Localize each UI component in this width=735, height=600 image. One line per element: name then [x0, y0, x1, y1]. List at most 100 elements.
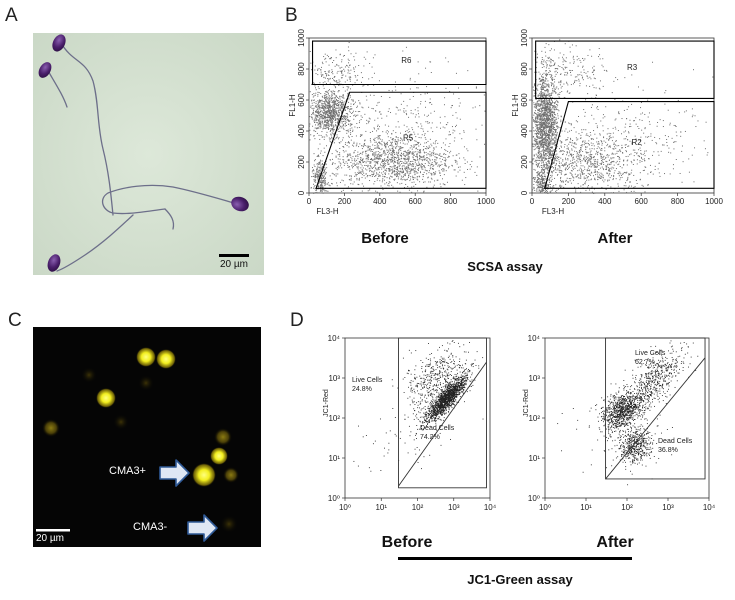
scatter-point	[544, 51, 546, 53]
scatter-point	[606, 154, 608, 156]
scatter-point	[331, 101, 333, 103]
scatter-point	[360, 115, 362, 117]
scatter-point	[572, 157, 574, 159]
scatter-point	[332, 130, 334, 132]
scatter-point	[433, 160, 435, 162]
scatter-point	[397, 156, 399, 158]
scatter-point	[327, 107, 329, 109]
scatter-point	[556, 139, 558, 141]
scatter-point	[608, 136, 610, 138]
scatter-point	[552, 106, 554, 108]
scatter-point	[544, 131, 546, 133]
scatter-point	[345, 75, 347, 77]
scatter-point	[354, 150, 356, 152]
scatter-point	[640, 149, 642, 151]
scatter-point	[543, 138, 545, 140]
scatter-point	[331, 119, 333, 121]
scatter-point	[554, 128, 556, 130]
scatter-point	[337, 81, 339, 83]
scatter-point	[421, 166, 423, 168]
scatter-point	[569, 154, 571, 156]
scatter-point	[392, 138, 394, 140]
scatter-point	[436, 157, 438, 159]
scatter-point	[335, 156, 337, 158]
scatter-point	[404, 150, 406, 152]
scatter-point	[402, 175, 404, 177]
scatter-point	[455, 72, 457, 74]
scatter-point	[533, 143, 535, 145]
scatter-point	[369, 138, 371, 140]
scatter-point	[608, 173, 610, 175]
scatter-point	[406, 170, 408, 172]
scatter-point	[401, 156, 403, 158]
scatter-point	[317, 116, 319, 118]
scatter-point	[330, 141, 332, 143]
scatter-point	[330, 110, 332, 112]
scatter-point	[583, 176, 585, 178]
scatter-point	[574, 143, 576, 145]
scatter-point	[532, 100, 534, 102]
scatter-point	[545, 70, 547, 72]
scatter-point	[536, 107, 538, 109]
scatter-point	[622, 172, 624, 174]
scatter-point	[403, 159, 405, 161]
scatter-point	[315, 106, 317, 108]
scatter-point	[637, 155, 639, 157]
scatter-point	[417, 107, 419, 109]
scatter-point	[311, 176, 313, 178]
scatter-point	[314, 160, 316, 162]
scatter-point	[360, 135, 362, 137]
scatter-point	[448, 156, 450, 158]
scatter-point	[544, 100, 546, 102]
scatter-point	[347, 159, 349, 161]
scatter-point	[552, 117, 554, 119]
scatter-point	[333, 126, 335, 128]
scatter-point	[331, 120, 333, 122]
scatter-point	[546, 142, 548, 144]
scatter-point	[443, 168, 445, 170]
scatter-point	[326, 131, 328, 133]
scatter-point	[360, 172, 362, 174]
scatter-point	[458, 105, 460, 107]
scatter-point	[339, 155, 341, 157]
scatter-point	[422, 156, 424, 158]
scatter-point	[538, 122, 540, 124]
scatter-point	[325, 128, 327, 130]
scatter-point	[570, 170, 572, 172]
scatter-point	[556, 99, 558, 101]
scatter-point	[554, 109, 556, 111]
scatter-point	[550, 130, 552, 132]
scatter-point	[376, 157, 378, 159]
scatter-point	[394, 139, 396, 141]
scatter-point	[343, 164, 345, 166]
scatter-point	[316, 104, 318, 106]
scatter-point	[554, 140, 556, 142]
scatter-point	[536, 115, 538, 117]
scatter-point	[546, 65, 548, 67]
scatter-point	[333, 76, 335, 78]
scatter-point	[318, 99, 320, 101]
scatter-point	[617, 183, 619, 185]
scatter-point	[312, 173, 314, 175]
scatter-point	[331, 114, 333, 116]
scatter-point	[548, 136, 550, 138]
scatter-point	[334, 102, 336, 104]
scatter-point	[344, 109, 346, 111]
scatter-point	[358, 122, 360, 124]
scatter-point	[311, 102, 313, 104]
scatter-point	[405, 179, 407, 181]
scatter-point	[335, 95, 337, 97]
scatter-point	[363, 175, 365, 177]
scatter-point	[594, 160, 596, 162]
scatter-point	[549, 109, 551, 111]
scatter-point	[541, 102, 543, 104]
scatter-point	[335, 173, 337, 175]
scatter-point	[326, 110, 328, 112]
scatter-point	[369, 167, 371, 169]
scatter-point	[310, 186, 312, 188]
scatter-point	[547, 136, 549, 138]
scatter-point	[338, 65, 340, 67]
scatter-point	[341, 70, 343, 72]
scatter-point	[375, 147, 377, 149]
